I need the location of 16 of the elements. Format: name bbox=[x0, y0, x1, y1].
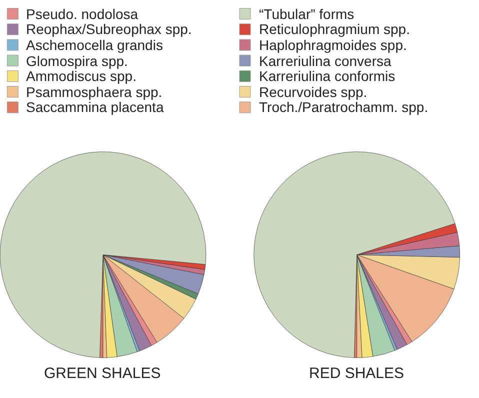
legend-label: Karreriulina conformis bbox=[259, 68, 396, 84]
legend-label: Recurvoides spp. bbox=[259, 84, 368, 100]
legend-label: Karreriulina conversa bbox=[259, 53, 392, 69]
legend-label: Reophax/Subreophax spp. bbox=[26, 21, 192, 37]
legend-label: Pseudo. nodolosa bbox=[26, 6, 138, 22]
legend-label: Aschemocella grandis bbox=[26, 37, 163, 53]
legend-label: Saccammina placenta bbox=[26, 99, 164, 115]
legend-label: Ammodiscus spp. bbox=[26, 68, 136, 84]
legend-label: Glomospira spp. bbox=[26, 53, 128, 69]
legend-label: “Tubular” forms bbox=[259, 6, 354, 22]
slice-label: GREEN SHALES bbox=[44, 365, 161, 382]
slice-label: RED SHALES bbox=[309, 365, 404, 382]
legend-label: Troch./Paratrochamm. spp. bbox=[259, 99, 428, 115]
legend-label: Reticulophragmium spp. bbox=[259, 21, 410, 37]
legend-label: Psammosphaera spp. bbox=[26, 84, 162, 100]
legend-label: Haplophragmoides spp. bbox=[259, 37, 407, 53]
